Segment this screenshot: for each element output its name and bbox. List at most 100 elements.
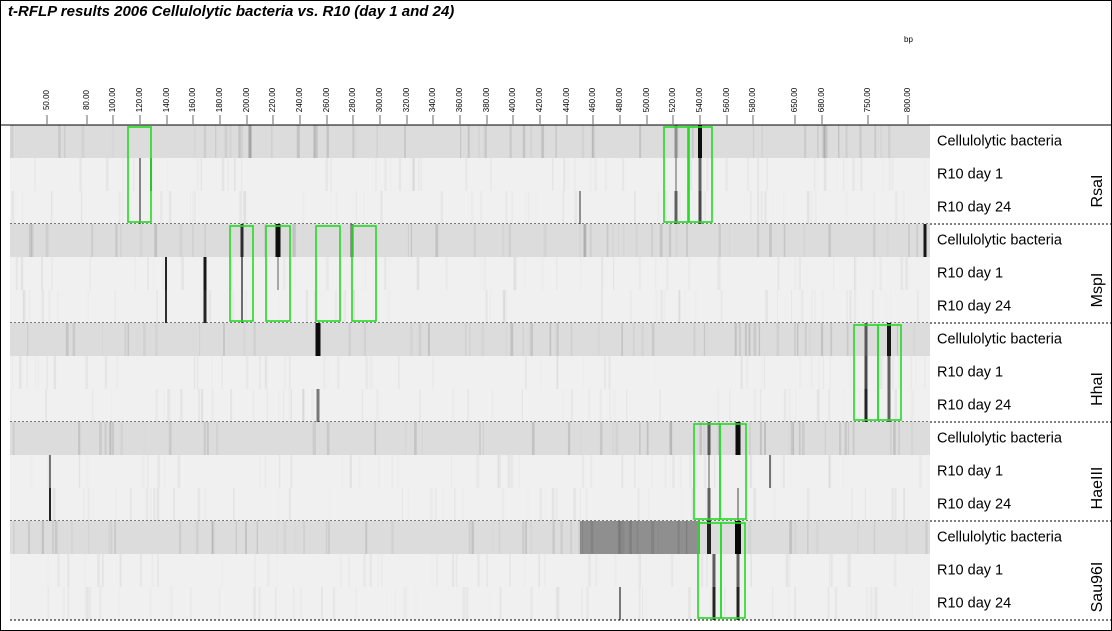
lane-noise [246,356,249,389]
lane-noise [344,257,346,290]
scale-label: 420.00 [535,87,544,112]
lane-noise [552,158,553,191]
lane-noise [563,158,565,191]
lane-noise [589,158,592,191]
lane-noise [601,191,603,224]
lane-noise [452,554,454,587]
lane-noise [799,356,801,389]
lane-noise [333,587,336,620]
lane-noise [244,191,246,224]
smear [580,521,700,554]
lane-noise [97,554,100,587]
lane-noise [595,554,598,587]
lane-noise [701,554,703,587]
lane-noise [766,158,768,191]
lane-noise [873,191,875,224]
band [276,224,281,257]
lane-noise [845,125,848,158]
lane-noise [362,389,363,422]
lane-noise [832,422,833,455]
lane-noise [612,422,615,455]
lane-noise [391,455,393,488]
lane-noise [52,521,54,554]
lane-noise [35,356,36,389]
lane-noise [216,422,218,455]
lane-noise [525,191,526,224]
lane-noise [828,290,830,323]
scale-label: 180.00 [215,87,224,112]
lane-noise [327,356,329,389]
lane-noise [822,290,824,323]
lane-noise [506,290,507,323]
lane-noise [634,191,636,224]
lane-noise [233,488,236,521]
lane-noise [490,290,491,323]
lane-noise [573,488,576,521]
lane-noise [86,455,88,488]
lane-noise [143,323,146,356]
lane-noise [376,389,379,422]
lane-noise [241,158,242,191]
lane-noise [79,455,80,488]
lane-noise [759,323,760,356]
lane-noise [903,488,905,521]
lane-noise [571,323,573,356]
lane-noise [236,356,238,389]
lane-noise [748,323,750,356]
lane-noise [265,356,268,389]
lane-noise [883,191,886,224]
lane-noise [794,257,796,290]
lane-noise [349,323,351,356]
lane-noise [389,257,390,290]
lane-noise [915,356,918,389]
lane-noise [523,125,525,158]
lane-noise [895,191,897,224]
lane-noise [48,290,51,323]
lane-noise [179,521,181,554]
lane-noise [230,389,232,422]
lane-noise [198,389,200,422]
lane-noise [718,389,719,422]
lane-noise [89,587,91,620]
lane-noise [292,224,294,257]
lane-noise [678,191,680,224]
lane-label: R10 day 1 [937,463,1003,479]
band [49,488,51,521]
lane-noise [621,455,623,488]
lane-noise [903,191,905,224]
lane-noise [890,422,891,455]
lane-noise [267,389,268,422]
lane-noise [62,587,64,620]
lane-noise [556,356,557,389]
lane-noise [874,587,877,620]
lane-noise [799,257,801,290]
lane-noise [710,587,712,620]
lane-noise [209,290,211,323]
lane-noise [777,290,778,323]
lane-noise [511,455,513,488]
lane-noise [849,455,850,488]
lane-noise [155,323,157,356]
lane-noise [588,554,591,587]
lane-noise [492,389,494,422]
scale-label: 320.00 [402,87,411,112]
lane-noise [924,356,925,389]
lane-noise [120,224,121,257]
lane-noise [556,488,558,521]
scale-label: 540.00 [695,87,704,112]
lane-noise [614,554,617,587]
lane-noise [11,191,14,224]
band [769,455,771,488]
band [241,224,244,257]
lane-noise [854,290,856,323]
lane-noise [509,125,511,158]
lane-noise [809,323,811,356]
lane-noise [431,554,433,587]
lane-noise [365,257,367,290]
lane-noise [57,290,59,323]
lane-noise [611,488,612,521]
lane-noise [442,455,445,488]
lane-noise [476,455,479,488]
lane-noise [829,455,831,488]
lane-label: R10 day 24 [937,397,1011,413]
